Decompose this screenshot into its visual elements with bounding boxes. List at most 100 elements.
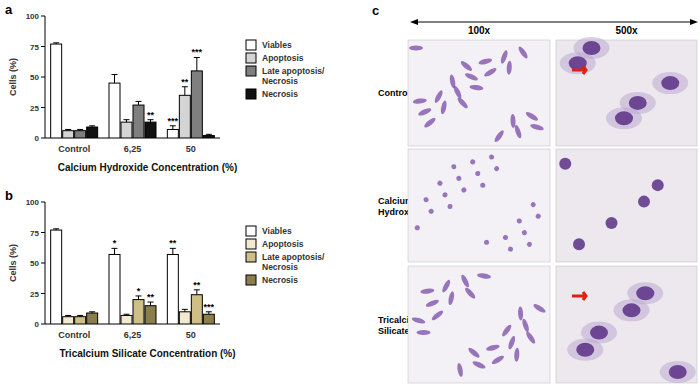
error-bar xyxy=(112,248,118,254)
micrograph xyxy=(556,266,697,383)
significance: ** xyxy=(193,280,201,290)
significance: * xyxy=(137,286,141,296)
panel-label: c xyxy=(372,3,379,18)
bar xyxy=(121,122,132,138)
bar xyxy=(179,95,190,138)
significance: * xyxy=(113,238,117,248)
pointer-arrow xyxy=(572,66,586,74)
micrograph xyxy=(408,149,550,262)
legend-label: Apoptosis xyxy=(262,53,304,63)
y-tick xyxy=(41,293,45,294)
y-tick xyxy=(41,77,45,78)
panel-label: a xyxy=(5,2,13,17)
y-axis-label: Cells (%) xyxy=(8,244,18,282)
annotations: *********** xyxy=(113,238,215,311)
x-tick-label: 50 xyxy=(186,144,196,154)
error-bar xyxy=(77,315,83,316)
bar xyxy=(145,306,156,324)
legend-label: Viables xyxy=(262,226,292,236)
significance: *** xyxy=(204,302,215,312)
bar xyxy=(203,136,214,138)
image-panel: c100x500xControlCalciumHydroxideTricalci… xyxy=(372,3,698,383)
x-tick-label: 50 xyxy=(186,330,196,340)
legend-swatch xyxy=(246,275,256,285)
y-tick-label: 0 xyxy=(35,134,40,143)
legend-swatch xyxy=(246,252,256,262)
y-tick xyxy=(41,324,45,325)
arrow xyxy=(414,22,694,23)
error-bar xyxy=(170,248,176,254)
chart: a0255075100Cells (%)**********Control6,2… xyxy=(5,2,325,173)
legend-swatch xyxy=(246,53,256,63)
bar xyxy=(75,317,86,324)
legend-swatch xyxy=(246,89,256,99)
y-tick-label: 100 xyxy=(26,198,40,207)
legend-swatch xyxy=(246,239,256,249)
bar xyxy=(133,300,144,324)
bar xyxy=(109,254,120,324)
row-label: Control xyxy=(378,88,410,98)
legend-label: Necrosis xyxy=(262,275,298,285)
error-bar xyxy=(170,126,176,130)
error-bar xyxy=(148,120,154,122)
bars xyxy=(51,229,215,324)
significance: ** xyxy=(147,110,155,120)
y-tick-label: 75 xyxy=(30,43,39,52)
bar xyxy=(179,312,190,324)
micrograph xyxy=(408,266,550,383)
x-tick-label: Control xyxy=(58,144,90,154)
bar xyxy=(167,129,178,138)
legend-label: Necrosis xyxy=(262,89,298,99)
micrograph xyxy=(408,40,550,146)
legend-swatch xyxy=(246,226,256,236)
error-bar xyxy=(53,43,59,44)
bar xyxy=(63,317,74,324)
bar xyxy=(133,105,144,138)
bars xyxy=(51,43,215,138)
error-bar xyxy=(206,134,212,135)
bar xyxy=(87,313,98,324)
error-bar xyxy=(89,312,95,313)
bar xyxy=(63,131,74,138)
error-bar xyxy=(53,229,59,230)
error-bar xyxy=(136,296,142,300)
y-tick-label: 75 xyxy=(30,229,39,238)
legend-label: Viables xyxy=(262,40,292,50)
x-axis-label: Tricalcium Silicate Concentration (%) xyxy=(59,348,235,359)
error-bar xyxy=(65,129,71,130)
significance: *** xyxy=(192,47,203,57)
significance: ** xyxy=(169,238,177,248)
y-tick-label: 50 xyxy=(30,73,39,82)
bar xyxy=(145,122,156,138)
error-bar xyxy=(89,126,95,127)
error-bar xyxy=(112,75,118,84)
figure: a0255075100Cells (%)**********Control6,2… xyxy=(0,0,700,386)
y-tick-label: 25 xyxy=(30,290,39,299)
error-bar xyxy=(65,315,71,316)
y-tick xyxy=(41,107,45,108)
legend-swatch xyxy=(246,66,256,76)
error-bar xyxy=(148,302,154,306)
legend-label: Late apoptosis/Necrosis xyxy=(262,66,325,86)
error-bar xyxy=(182,87,188,96)
error-bar xyxy=(77,129,83,130)
error-bar xyxy=(136,101,142,105)
micrograph xyxy=(556,37,697,146)
bar xyxy=(203,314,214,324)
bar xyxy=(167,254,178,324)
bar xyxy=(51,44,62,138)
y-tick xyxy=(41,16,45,17)
bar xyxy=(87,127,98,138)
error-bar xyxy=(182,309,188,311)
y-tick-label: 25 xyxy=(30,104,39,113)
y-tick-label: 100 xyxy=(26,12,40,21)
pointer-arrow xyxy=(572,292,586,300)
x-tick-label: Control xyxy=(58,330,90,340)
bar xyxy=(75,131,86,138)
arrowheads xyxy=(410,19,698,25)
panel-label: b xyxy=(5,188,13,203)
error-bar xyxy=(194,57,200,70)
x-axis-label: Calcium Hydroxide Concentration (%) xyxy=(58,162,237,173)
significance: ** xyxy=(181,77,189,87)
significance: *** xyxy=(168,116,179,126)
